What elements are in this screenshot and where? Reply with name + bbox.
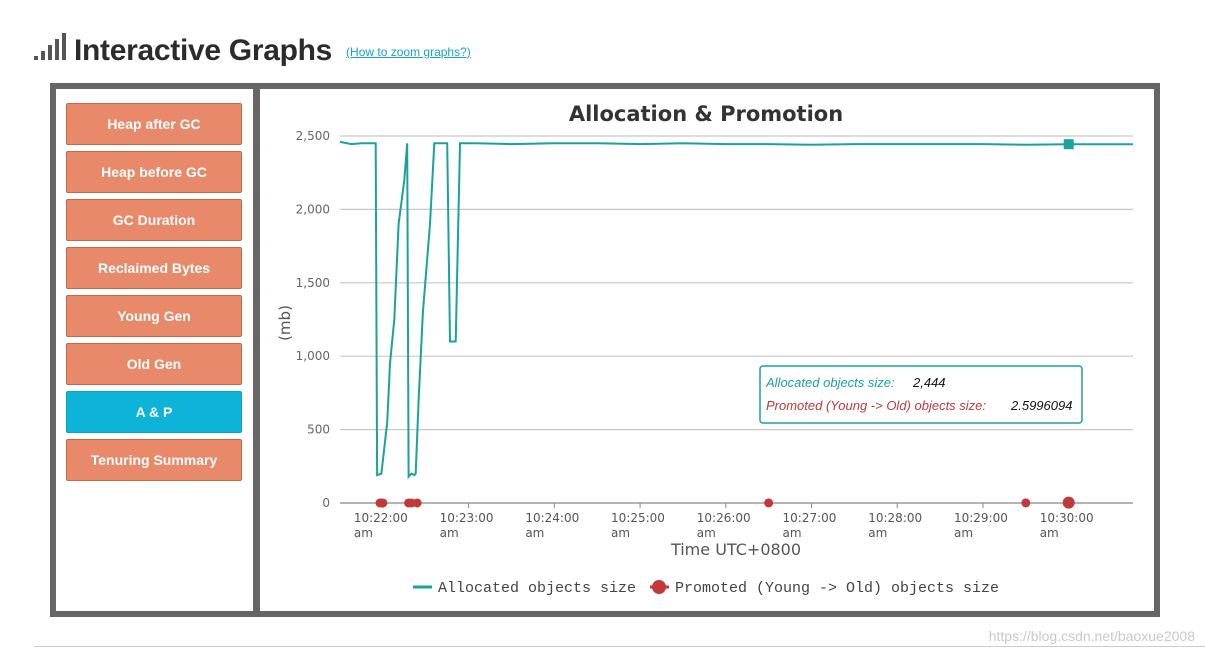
x-tick-label: 10:25:00	[611, 511, 665, 525]
gridlines	[340, 135, 1133, 504]
signal-bars-icon	[34, 33, 66, 60]
tab-heap-before-gc[interactable]: Heap before GC	[66, 151, 242, 193]
tooltip-allocated-label: Allocated objects size:	[765, 375, 895, 390]
x-axis-label: Time UTC+0800	[670, 540, 801, 559]
x-tick-label: 10:24:00	[525, 511, 579, 525]
x-tick-label: 10:26:00	[697, 511, 751, 525]
tooltip-promoted-label: Promoted (Young -> Old) objects size:	[766, 398, 986, 413]
legend-allocated-label[interactable]: Allocated objects size	[438, 580, 636, 597]
allocation-promotion-chart[interactable]: Allocation & Promotion 0 500 1,000 1,500 2,0…	[270, 99, 1143, 599]
x-tick-label-ampm: am	[783, 526, 802, 540]
y-tick-label: 500	[307, 423, 330, 437]
tab-reclaimed-bytes[interactable]: Reclaimed Bytes	[66, 247, 242, 289]
chart-title: Allocation & Promotion	[569, 102, 843, 126]
x-tick-label-ampm: am	[697, 526, 716, 540]
y-axis-ticks: 0 500 1,000 1,500 2,000 2,500	[296, 129, 330, 510]
x-tick-label: 10:27:00	[783, 511, 837, 525]
x-tick-label-ampm: am	[525, 526, 544, 540]
x-tick-label-ampm: am	[440, 526, 459, 540]
promoted-point	[412, 498, 422, 508]
y-tick-label: 0	[322, 496, 330, 510]
series-layer	[339, 139, 1133, 509]
tab-a-and-p[interactable]: A & P	[66, 391, 242, 433]
allocated-series-line	[339, 140, 1133, 480]
watermark: https://blog.csdn.net/baoxue2008	[988, 628, 1195, 644]
x-tick-label: 10:29:00	[954, 511, 1008, 525]
y-tick-label: 2,500	[296, 129, 330, 143]
y-axis-label: (mb)	[276, 305, 294, 341]
graphs-panel: Heap after GC Heap before GC GC Duration…	[50, 83, 1160, 617]
chart-area: Allocation & Promotion 0 500 1,000 1,500 2,0…	[260, 89, 1154, 611]
x-tick-label-ampm: am	[868, 526, 887, 540]
y-tick-label: 2,000	[296, 202, 330, 216]
page-title: Interactive Graphs	[74, 34, 333, 67]
chart-tooltip: Allocated objects size: 2,444 Promoted (…	[759, 365, 1083, 424]
tab-tenuring-summary[interactable]: Tenuring Summary	[66, 439, 242, 481]
y-tick-label: 1,500	[296, 276, 330, 290]
x-tick-label: 10:23:00	[440, 511, 494, 525]
tab-heap-after-gc[interactable]: Heap after GC	[66, 103, 242, 145]
graph-sidebar: Heap after GC Heap before GC GC Duration…	[56, 89, 253, 611]
y-tick-label: 1,000	[296, 349, 330, 363]
tooltip-box	[759, 365, 1083, 424]
page-header: Interactive Graphs (How to zoom graphs?)	[34, 28, 471, 68]
x-tick-label: 10:22:00	[354, 511, 408, 525]
x-tick-label: 10:28:00	[868, 511, 922, 525]
tab-old-gen[interactable]: Old Gen	[66, 343, 242, 385]
promoted-point	[1062, 496, 1075, 509]
promoted-point	[764, 498, 774, 508]
x-tick-label-ampm: am	[1040, 526, 1059, 540]
x-axis-ticks: 10:22:00am10:23:00am10:24:00am10:25:00am…	[354, 503, 1094, 540]
x-tick-label-ampm: am	[954, 526, 973, 540]
allocated-highlight-point	[1063, 139, 1074, 150]
legend-promoted-swatch	[652, 580, 666, 594]
promoted-point	[1021, 498, 1031, 508]
tooltip-promoted-value: 2.5996094	[1010, 398, 1072, 413]
x-tick-label-ampm: am	[611, 526, 630, 540]
promoted-point	[378, 498, 388, 508]
bottom-divider	[34, 646, 1205, 647]
x-tick-label-ampm: am	[354, 526, 373, 540]
how-to-zoom-link[interactable]: (How to zoom graphs?)	[346, 45, 471, 59]
chart-legend: Allocated objects size Promoted (Young -…	[413, 580, 999, 597]
tab-gc-duration[interactable]: GC Duration	[66, 199, 242, 241]
tab-young-gen[interactable]: Young Gen	[66, 295, 242, 337]
chart-svg[interactable]: Allocation & Promotion 0 500 1,000 1,500 2,0…	[270, 99, 1143, 599]
tooltip-allocated-value: 2,444	[912, 375, 946, 390]
x-tick-label: 10:30:00	[1040, 511, 1094, 525]
legend-promoted-label[interactable]: Promoted (Young -> Old) objects size	[675, 580, 999, 597]
